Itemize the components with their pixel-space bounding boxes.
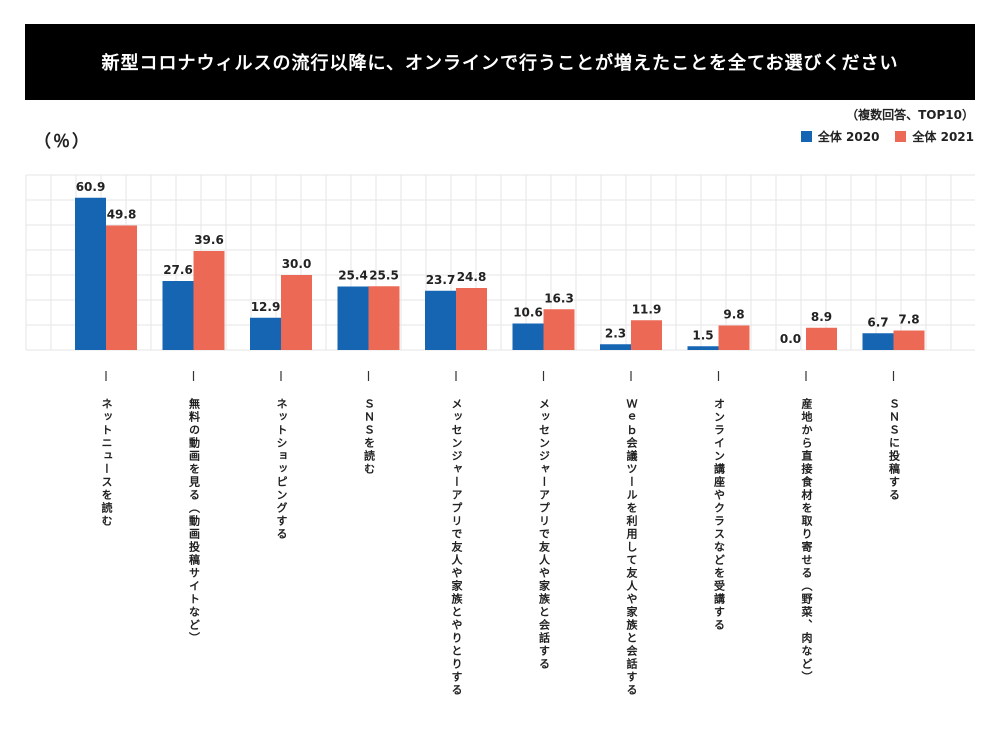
- legend-label-2020: 全体 2020: [817, 130, 880, 144]
- bar-2020-8: [687, 346, 719, 350]
- legend-swatch-2021: [895, 131, 907, 142]
- bar-2021-4: [368, 286, 400, 350]
- category-label: ネットショッピングする: [275, 398, 288, 541]
- value-label-2021-5: 24.8: [457, 270, 487, 284]
- value-label-2021-7: 11.9: [632, 302, 662, 316]
- value-label-2020-1: 60.9: [76, 180, 106, 194]
- value-label-2021-4: 25.5: [369, 268, 399, 282]
- bar-2021-1: [106, 225, 137, 350]
- value-label-2020-8: 1.5: [692, 328, 713, 342]
- value-label-2021-10: 7.8: [898, 313, 919, 327]
- bar-2020-2: [162, 281, 194, 350]
- legend-item-2021: 全体 2021: [895, 128, 974, 145]
- value-label-2020-3: 12.9: [251, 300, 281, 314]
- chart-title: 新型コロナウィルスの流行以降に、オンラインで行うことが増えたことを全てお選びくだ…: [101, 53, 899, 74]
- category-label: 産地から直接食材を取り寄せる（野菜、肉など）: [800, 398, 813, 684]
- value-label-2020-6: 10.6: [513, 306, 543, 320]
- value-label-2020-10: 6.7: [867, 315, 888, 329]
- legend-swatch-2020: [800, 131, 812, 142]
- category-label: ネットニュースを読む: [100, 398, 113, 528]
- legend-item-2020: 全体 2020: [800, 128, 880, 145]
- legend-label-2021: 全体 2021: [912, 130, 974, 144]
- value-label-2021-8: 9.8: [723, 308, 744, 322]
- value-label-2020-7: 2.3: [605, 326, 626, 340]
- bar-2021-5: [456, 288, 487, 350]
- bar-2021-3: [281, 275, 312, 350]
- bar-2020-6: [512, 323, 544, 350]
- category-label: ＳＮＳに投稿する: [887, 398, 901, 502]
- bar-2021-7: [631, 320, 662, 350]
- bar-2021-6: [543, 309, 575, 350]
- y-unit-label: （％）: [34, 132, 91, 152]
- value-label-2020-4: 25.4: [338, 269, 368, 283]
- value-label-2021-9: 8.9: [811, 310, 832, 324]
- chart-subnote: （複数回答、TOP10）: [846, 108, 974, 122]
- legend: 全体 2020 全体 2021: [800, 128, 974, 145]
- bar-2020-1: [75, 197, 106, 350]
- bar-2020-4: [337, 286, 369, 350]
- category-label: ＳＮＳを読む: [362, 398, 376, 476]
- value-label-2021-1: 49.8: [107, 208, 137, 222]
- value-label-2021-6: 16.3: [544, 291, 574, 305]
- bar-2021-2: [193, 251, 225, 350]
- bar-2020-7: [600, 344, 631, 350]
- bar-2021-10: [893, 330, 925, 350]
- category-label: オンライン講座やクラスなどを受講する: [712, 398, 726, 632]
- bar-2020-5: [425, 290, 456, 350]
- bar-2020-10: [862, 333, 894, 350]
- value-label-2020-9: 0.0: [780, 332, 801, 346]
- category-label: メッセンジャーアプリで友人や家族と会話する: [537, 398, 551, 671]
- value-label-2021-3: 30.0: [282, 257, 312, 271]
- title-bar: 新型コロナウィルスの流行以降に、オンラインで行うことが増えたことを全てお選びくだ…: [25, 24, 975, 100]
- bar-2020-3: [250, 317, 281, 350]
- bar-2021-9: [806, 327, 837, 350]
- value-label-2020-2: 27.6: [163, 263, 193, 277]
- value-label-2020-5: 23.7: [426, 273, 456, 287]
- bar-2021-8: [718, 325, 750, 350]
- category-label: Ｗｅｂ会議ツールを利用して友人や家族と会話する: [625, 398, 638, 697]
- category-label: 無料の動画を見る（動画投稿サイトなど）: [187, 398, 201, 645]
- category-label: メッセンジャーアプリで友人や家族とやりとりする: [450, 398, 463, 697]
- value-label-2021-2: 39.6: [194, 233, 224, 247]
